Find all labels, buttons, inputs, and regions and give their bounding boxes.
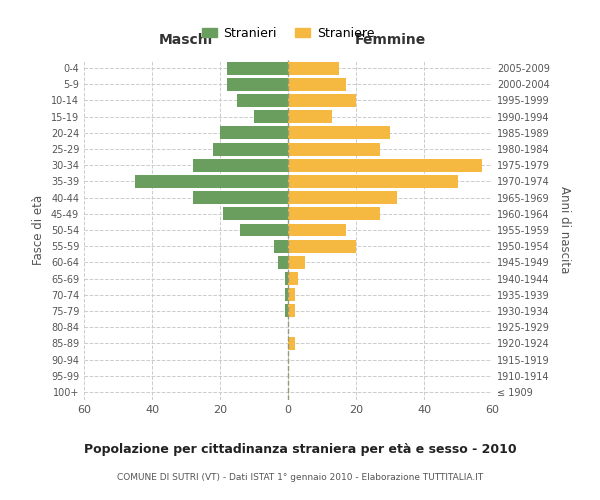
Bar [254,110,288,123]
Bar [193,159,288,172]
Bar [288,191,397,204]
Bar [284,304,288,318]
Bar [288,142,380,156]
Y-axis label: Anni di nascita: Anni di nascita [558,186,571,274]
Bar [135,175,288,188]
Y-axis label: Fasce di età: Fasce di età [32,195,45,265]
Bar [288,159,482,172]
Text: Femmine: Femmine [355,33,425,47]
Text: Maschi: Maschi [159,33,213,47]
Bar [274,240,288,252]
Bar [223,208,288,220]
Bar [288,94,356,107]
Bar [288,288,295,301]
Bar [227,78,288,91]
Bar [288,224,346,236]
Bar [227,62,288,74]
Bar [288,208,380,220]
Bar [284,288,288,301]
Bar [193,191,288,204]
Bar [288,240,356,252]
Bar [288,78,346,91]
Bar [278,256,288,269]
Text: COMUNE DI SUTRI (VT) - Dati ISTAT 1° gennaio 2010 - Elaborazione TUTTITALIA.IT: COMUNE DI SUTRI (VT) - Dati ISTAT 1° gen… [117,472,483,482]
Bar [288,256,305,269]
Bar [288,337,295,350]
Bar [220,126,288,140]
Bar [288,175,458,188]
Bar [288,126,390,140]
Bar [213,142,288,156]
Bar [241,224,288,236]
Legend: Stranieri, Straniere: Stranieri, Straniere [197,22,379,45]
Bar [288,110,332,123]
Bar [288,304,295,318]
Bar [284,272,288,285]
Text: Popolazione per cittadinanza straniera per età e sesso - 2010: Popolazione per cittadinanza straniera p… [83,442,517,456]
Bar [288,272,298,285]
Bar [288,62,339,74]
Bar [237,94,288,107]
